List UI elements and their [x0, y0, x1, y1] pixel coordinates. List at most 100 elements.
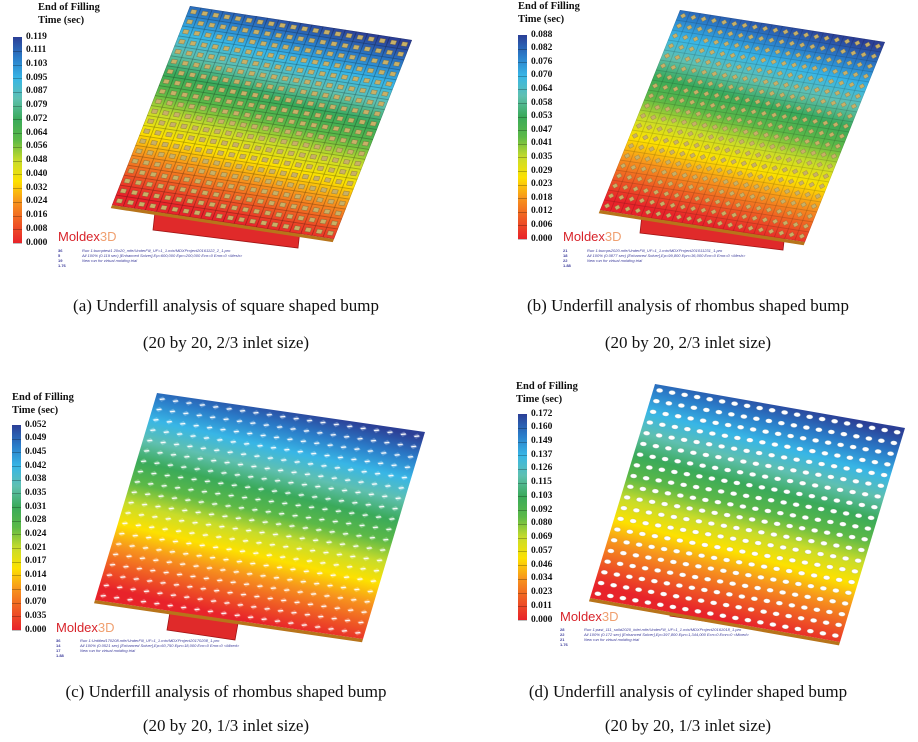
colorbar-tick: [518, 130, 527, 132]
caption-subtitle: (20 by 20, 1/3 inlet size): [604, 716, 772, 735]
colorbar-tick: [12, 548, 21, 549]
legend-title-line: End of Filling: [516, 381, 578, 392]
colorbar-tick: [518, 455, 527, 457]
run-info-number: 22: [560, 632, 565, 637]
caption-subtitle: (20 by 20, 2/3 inlet size): [604, 333, 772, 352]
colorbar-label: 0.010: [25, 583, 47, 594]
logo-text: Moldex: [56, 620, 98, 635]
colorbar-label: 0.049: [25, 433, 47, 444]
colorbar-label: 0.021: [25, 542, 47, 553]
run-info-number: 22: [563, 258, 568, 263]
run-info-number: 18: [563, 253, 568, 258]
colorbar-label: 0.058: [531, 97, 553, 108]
run-info-line: All 100% (0.172 sec) [Enhanced Solver],E…: [584, 632, 749, 637]
plate-edge: [598, 210, 805, 246]
moldex3d-logo: Moldex3D: [563, 229, 622, 244]
colorbar: [12, 425, 21, 631]
colorbar-tick: [518, 441, 527, 443]
colorbar-label: 0.008: [26, 223, 48, 234]
colorbar-tick: [12, 616, 21, 618]
caption-title: (c) Underfill analysis of rhombus shaped…: [65, 682, 387, 701]
colorbar-label: 0.088: [531, 29, 553, 40]
colorbar-label: 0.024: [25, 528, 47, 539]
run-info-number: 36: [58, 248, 63, 253]
colorbar-label: 0.172: [531, 408, 553, 419]
colorbar-tick: [518, 551, 527, 553]
colorbar-tick: [13, 119, 22, 121]
run-info-line: All 100% (0.0521 sec) [Enhanced Solver],…: [80, 643, 240, 648]
colorbar-label: 0.016: [26, 210, 48, 220]
plate-edge: [94, 599, 364, 643]
logo-text: Moldex: [58, 229, 100, 244]
run-info: 21 18 22 1.88 Run 1:bumps2020.mfe/UnderFill_…: [563, 248, 745, 268]
colorbar-label: 0.119: [26, 31, 47, 42]
colorbar-label: 0.000: [26, 237, 48, 248]
plate-edge: [588, 598, 840, 646]
logo-text: Moldex: [563, 229, 605, 244]
caption-subtitle: (20 by 20, 2/3 inlet size): [142, 333, 310, 352]
colorbar-tick: [518, 143, 527, 145]
run-info-number: 28: [560, 627, 565, 632]
colorbar-label: 0.038: [25, 474, 47, 485]
moldex3d-logo: Moldex3D: [560, 609, 619, 624]
colorbar-label: 0.052: [25, 419, 47, 430]
colorbar-tick: [518, 198, 527, 200]
colorbar-label: 0.012: [531, 206, 553, 217]
run-info-line: Run 1:Untitled170208.mfe/UnderFill_UF=1_…: [80, 638, 220, 643]
colorbar-label: 0.064: [26, 127, 48, 138]
logo-text: Moldex: [560, 609, 602, 624]
bump-array: [112, 6, 413, 240]
colorbar-label: 0.137: [531, 449, 553, 460]
run-info-number: 5: [58, 253, 61, 258]
colorbar-label: 0.024: [26, 196, 48, 207]
colorbar-tick: [518, 482, 527, 484]
colorbar-tick: [518, 62, 527, 64]
run-info-number: 14: [56, 643, 61, 648]
colorbar-label: 0.045: [25, 446, 47, 457]
run-info-number: 1.76: [58, 263, 66, 268]
colorbar-tick: [13, 146, 22, 148]
bump-array: [589, 384, 905, 643]
colorbar-tick: [13, 229, 22, 231]
colorbar-label: 0.035: [25, 487, 47, 498]
legend-title: End of Filling Time (sec): [516, 380, 578, 406]
colorbar-tick: [13, 50, 22, 52]
caption-subtitle: (20 by 20, 1/3 inlet size): [142, 716, 310, 735]
bump-array: [599, 10, 885, 243]
caption-title: (a) Underfill analysis of square shaped …: [73, 296, 379, 315]
colorbar-tick: [12, 452, 21, 454]
colorbar-tick: [12, 602, 21, 604]
colorbar-tick: [12, 438, 21, 440]
colorbar-tick: [518, 225, 527, 227]
colorbar-tick: [518, 565, 527, 567]
colorbar: [518, 35, 527, 240]
colorbar-tick: [13, 188, 22, 190]
legend-title-line: Time (sec): [12, 405, 59, 416]
colorbar-label: 0.031: [25, 501, 47, 512]
colorbar-label: 0.160: [531, 422, 553, 433]
legend-title: End of Filling Time (sec): [518, 0, 580, 26]
run-info-line: New run for virtual molding trial: [82, 258, 138, 263]
run-info-number: 1.88: [56, 653, 64, 658]
colorbar-tick: [518, 48, 527, 50]
colorbar-label: 0.018: [531, 192, 553, 203]
colorbar-tick: [12, 493, 21, 495]
legend-title: End of Filling Time (sec): [38, 1, 100, 27]
colorbar-label: 0.053: [531, 111, 553, 122]
legend-title-line: Time (sec): [516, 394, 563, 405]
colorbar-label: 0.023: [531, 179, 553, 190]
colorbar-tick: [13, 78, 22, 80]
moldex3d-logo: Moldex3D: [56, 620, 115, 635]
run-info-number: 19: [58, 258, 63, 263]
colorbar-tick: [518, 537, 527, 539]
caption-title: (b) Underfill analysis of rhombus shaped…: [527, 296, 849, 315]
colorbar-tick: [518, 592, 527, 594]
colorbar-label: 0.040: [26, 168, 48, 179]
colorbar-tick: [13, 160, 22, 162]
colorbar-tick: [518, 75, 527, 77]
legend-title-line: End of Filling: [38, 2, 100, 13]
run-info-line: Run 1:past_111_solid2020_inlet.mfe/Under…: [584, 627, 742, 632]
colorbar-label: 0.029: [531, 165, 553, 176]
colorbar-tick: [518, 89, 527, 91]
